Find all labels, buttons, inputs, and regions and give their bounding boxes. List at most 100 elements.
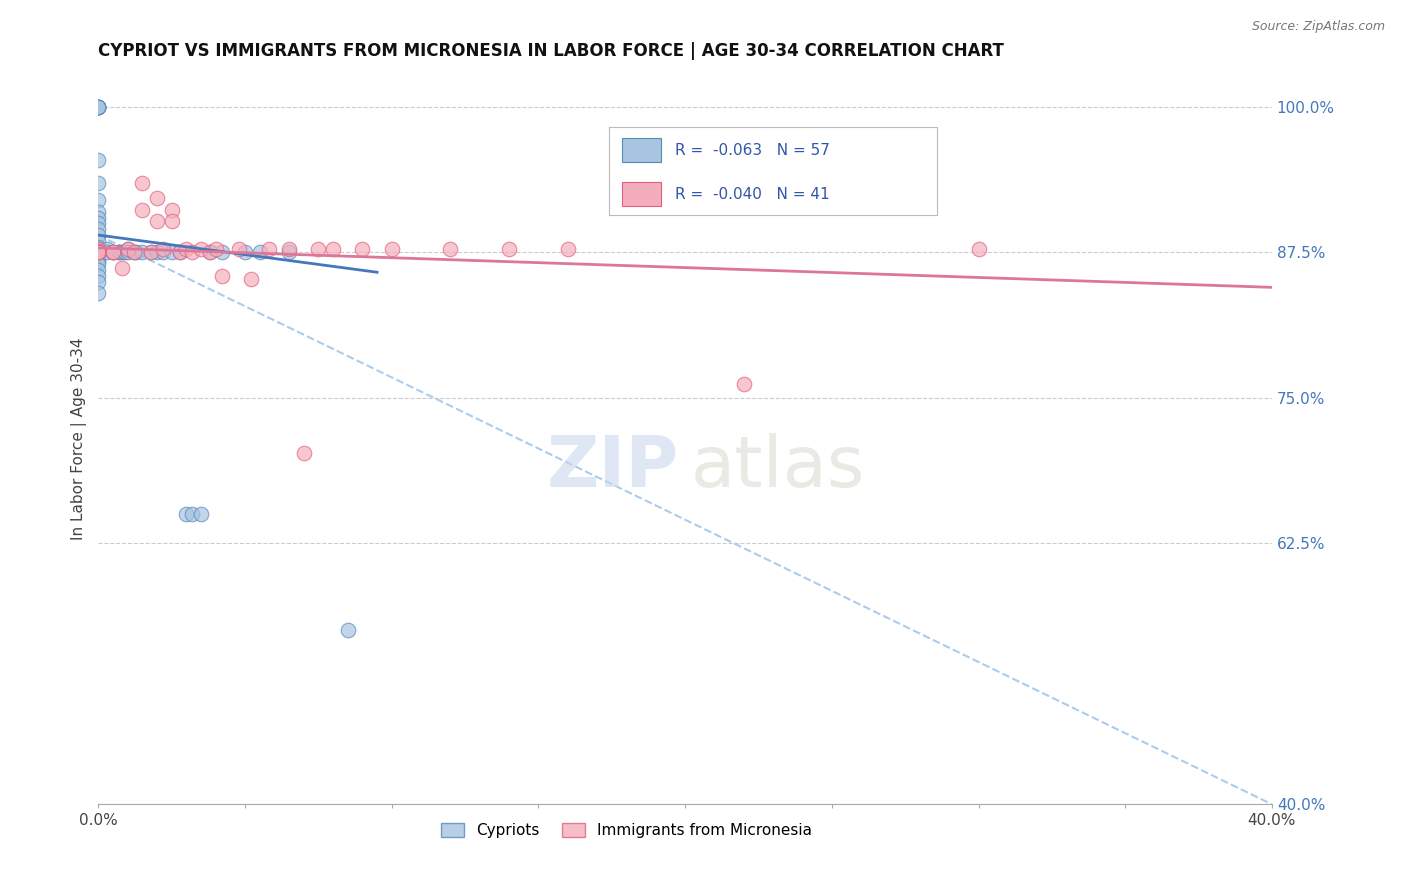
Point (87, 153, 110, 167)
Point (114, 245, 136, 260)
Point (117, 242, 139, 256)
Point (141, 245, 163, 260)
Point (108, 245, 131, 260)
Point (278, 245, 301, 260)
Point (87, 245, 110, 260)
Point (87, 252, 110, 266)
Point (96, 242, 118, 256)
Point (181, 507, 204, 521)
Point (733, 376, 755, 391)
Point (101, 245, 124, 260)
Point (117, 245, 139, 260)
Point (87, 245, 110, 260)
Point (198, 245, 221, 260)
Point (87, 286, 110, 301)
Point (439, 242, 461, 256)
Text: CYPRIOT VS IMMIGRANTS FROM MICRONESIA IN LABOR FORCE | AGE 30-34 CORRELATION CHA: CYPRIOT VS IMMIGRANTS FROM MICRONESIA IN… (98, 42, 1004, 60)
Point (87, 257, 110, 271)
Point (146, 191, 169, 205)
Point (211, 245, 233, 260)
Point (307, 242, 329, 256)
Point (498, 242, 520, 256)
Point (87, 245, 110, 260)
Point (146, 245, 169, 260)
Point (87, 245, 110, 260)
Point (336, 623, 359, 637)
Point (87, 217, 110, 231)
Point (87, 176, 110, 190)
Point (181, 245, 204, 260)
Point (87, 245, 110, 260)
Point (87, 100, 110, 114)
Point (122, 245, 145, 260)
Point (146, 214, 169, 228)
Point (87, 100, 110, 114)
Point (87, 211, 110, 225)
Point (87, 245, 110, 260)
Point (228, 242, 250, 256)
Point (87, 242, 110, 256)
Point (190, 507, 212, 521)
Point (131, 245, 153, 260)
Point (87, 222, 110, 236)
Point (87, 240, 110, 254)
Point (292, 446, 315, 460)
Point (101, 245, 124, 260)
Point (87, 268, 110, 283)
Point (169, 245, 191, 260)
Point (152, 245, 174, 260)
Point (131, 202, 153, 217)
Point (176, 242, 198, 256)
Point (967, 242, 990, 256)
Point (87, 234, 110, 248)
Point (87, 275, 110, 289)
Point (381, 242, 404, 256)
Text: ZIP: ZIP (547, 434, 679, 502)
Point (108, 245, 131, 260)
Point (233, 245, 256, 260)
Point (96, 245, 118, 260)
Point (87, 193, 110, 207)
Point (111, 245, 134, 260)
Point (87, 263, 110, 277)
Point (176, 507, 198, 521)
Point (190, 242, 212, 256)
Text: Source: ZipAtlas.com: Source: ZipAtlas.com (1251, 20, 1385, 33)
Point (87, 244, 110, 259)
Point (117, 242, 139, 256)
Point (169, 245, 191, 260)
Point (87, 100, 110, 114)
Point (198, 245, 221, 260)
Point (257, 242, 280, 256)
Point (131, 176, 153, 190)
Point (278, 242, 301, 256)
Point (557, 242, 579, 256)
Point (111, 260, 134, 275)
Point (87, 245, 110, 260)
Y-axis label: In Labor Force | Age 30-34: In Labor Force | Age 30-34 (72, 337, 87, 540)
Point (87, 228, 110, 243)
Legend: Cypriots, Immigrants from Micronesia: Cypriots, Immigrants from Micronesia (434, 817, 818, 844)
Point (87, 245, 110, 260)
Point (122, 245, 145, 260)
Point (101, 245, 124, 260)
Point (87, 245, 110, 260)
Point (160, 245, 183, 260)
Point (211, 268, 233, 283)
Point (87, 245, 110, 260)
Point (152, 242, 174, 256)
Point (249, 245, 271, 260)
Point (87, 204, 110, 219)
Point (87, 100, 110, 114)
Point (87, 100, 110, 114)
Point (125, 245, 148, 260)
Point (352, 242, 374, 256)
Point (87, 100, 110, 114)
Point (87, 242, 110, 256)
Point (239, 272, 262, 286)
Point (87, 253, 110, 268)
Point (160, 202, 183, 217)
Point (322, 242, 344, 256)
Point (141, 245, 163, 260)
Point (87, 244, 110, 259)
